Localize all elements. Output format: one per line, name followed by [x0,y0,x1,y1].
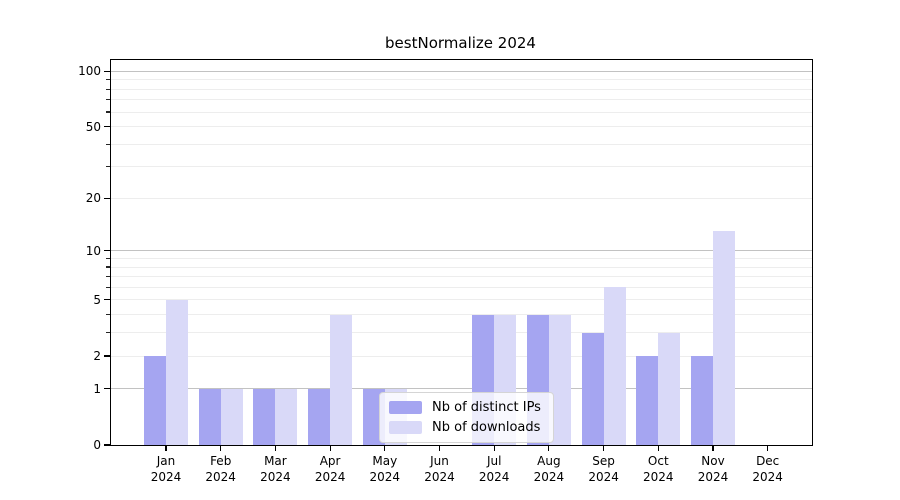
y-axis-tick [103,444,110,446]
bar-nov-downloads [713,231,735,445]
x-axis-tick [603,446,605,452]
minor-gridline [111,299,812,301]
distinct-ips-swatch-icon [389,401,422,414]
major-gridline [111,250,812,252]
x-axis-tick-label: Feb 2024 [205,454,236,484]
minor-gridline [111,126,812,128]
y-axis-tick-label: 20 [85,191,101,206]
minor-gridline [111,286,812,288]
y-axis-minor-tick [106,166,110,168]
x-axis-tick [220,446,222,452]
y-axis-minor-tick [106,79,110,81]
bar-aug-downloads [548,314,571,445]
minor-gridline [111,197,812,199]
x-axis-tick [438,446,441,452]
bar-apr-downloads [330,314,353,445]
x-axis-tick-label: Jul 2024 [478,454,510,484]
y-axis-tick [103,70,110,72]
bar-oct-distinct-ips [636,356,659,445]
x-axis-tick-label: Nov 2024 [697,454,729,484]
x-axis-tick-label: Jan 2024 [150,454,182,484]
bar-sep-distinct-ips [581,332,604,445]
minor-gridline [111,258,812,260]
y-axis-tick-label: 50 [85,119,101,134]
minor-gridline [111,143,812,145]
legend-label-distinct-ips: Nb of distinct IPs [432,400,541,415]
x-axis-tick [274,446,276,452]
minor-gridline [111,79,812,81]
x-axis-tick-label: Mar 2024 [260,454,291,484]
y-axis-tick-label: 10 [85,243,101,258]
y-axis-tick-label: 1 [93,381,101,396]
x-axis-tick [165,446,167,452]
y-axis-minor-tick [106,257,110,260]
y-axis-minor-tick [106,125,110,128]
y-axis-tick [103,388,110,390]
chart-title: bestNormalize 2024 [385,34,536,52]
legend-item-distinct-ips: Nb of distinct IPs [389,400,541,415]
x-axis-tick-label: May 2024 [369,454,401,484]
x-axis-tick-label: Jun 2024 [424,454,455,484]
bar-sep-downloads [603,287,626,445]
minor-gridline [111,314,812,316]
y-axis-tick [103,250,110,252]
x-axis-tick [384,446,386,452]
legend-item-downloads: Nb of downloads [389,420,541,435]
bar-apr-distinct-ips [308,388,331,445]
y-axis-minor-tick [106,143,110,145]
bar-oct-downloads [658,332,681,445]
x-axis-tick [712,446,714,452]
x-axis-tick [767,446,769,452]
minor-gridline [111,266,812,268]
bar-mar-distinct-ips [253,388,276,445]
bar-jan-distinct-ips [144,356,166,445]
major-gridline [111,70,812,72]
minor-gridline [111,88,812,90]
x-axis-tick-label: Apr 2024 [314,454,346,484]
x-axis-tick-label: Aug 2024 [533,454,565,484]
y-axis-minor-tick [106,276,110,278]
x-axis-tick [548,446,550,452]
y-axis-minor-tick [106,266,110,268]
bar-feb-distinct-ips [198,388,221,445]
y-axis-minor-tick [106,99,110,101]
x-axis-tick [493,446,495,452]
bar-nov-distinct-ips [691,356,713,445]
x-axis-tick-label: Sep 2024 [588,454,619,484]
x-axis-tick-label: Oct 2024 [643,454,674,484]
bar-mar-downloads [275,388,298,445]
y-axis-tick-label: 100 [78,64,101,79]
major-gridline [111,388,812,390]
x-axis-tick [657,446,659,452]
y-axis-minor-tick [106,111,110,113]
y-axis-minor-tick [106,197,110,200]
minor-gridline [111,111,812,113]
y-axis-minor-tick [106,88,110,90]
y-axis-tick-label: 0 [93,438,101,452]
minor-gridline [111,99,812,101]
y-axis-minor-tick [106,314,110,316]
y-axis-minor-tick [106,299,110,301]
legend-label-downloads: Nb of downloads [432,420,541,435]
minor-gridline [111,355,812,357]
x-axis-tick [329,446,331,452]
bar-jan-downloads [166,299,188,445]
minor-gridline [111,166,812,168]
y-axis-tick-label: 2 [93,349,101,364]
y-axis-minor-tick [106,286,110,288]
downloads-swatch-icon [389,421,422,434]
plot-area: Nb of distinct IPs Nb of downloads 0 1 2 5 1… [78,59,813,484]
bar-feb-downloads [220,388,243,445]
y-axis-minor-tick [106,332,110,334]
minor-gridline [111,332,812,334]
legend: Nb of distinct IPs Nb of downloads [379,392,554,443]
y-axis-minor-tick [106,355,110,357]
minor-gridline [111,276,812,278]
y-axis-tick-label: 5 [93,292,101,307]
x-axis-tick-label: Dec 2024 [752,454,783,484]
